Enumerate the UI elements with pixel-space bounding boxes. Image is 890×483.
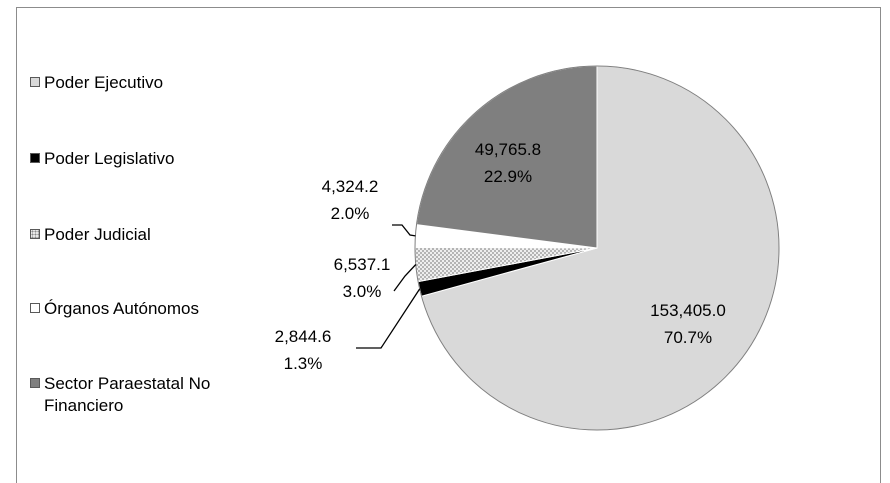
leader-line-poder-legislativo [356, 288, 421, 349]
data-label-value-organos-autonomos: 4,324.2 [322, 177, 379, 196]
legend-swatch-poder-legislativo [30, 153, 40, 163]
data-label-percent-sector-paraestatal: 22.9% [484, 167, 532, 186]
leader-line-poder-judicial [393, 264, 417, 292]
legend-label-organos-autonomos: Órganos Autónomos [44, 299, 199, 318]
legend-swatch-poder-ejecutivo [30, 77, 40, 87]
legend-item-poder-legislativo: Poder Legislativo [30, 148, 274, 170]
legend-swatch-sector-paraestatal [30, 378, 40, 388]
legend-item-poder-ejecutivo: Poder Ejecutivo [30, 72, 274, 94]
legend-item-poder-judicial: Poder Judicial [30, 224, 274, 246]
data-label-percent-poder-ejecutivo: 70.7% [664, 328, 712, 347]
legend-label-poder-judicial: Poder Judicial [44, 225, 151, 244]
data-label-percent-organos-autonomos: 2.0% [331, 204, 370, 223]
leader-line-organos-autonomos [392, 224, 416, 237]
legend-label-poder-legislativo: Poder Legislativo [44, 149, 175, 168]
data-label-percent-poder-judicial: 3.0% [343, 282, 382, 301]
data-label-value-poder-legislativo: 2,844.6 [275, 327, 332, 346]
legend-swatch-poder-judicial [30, 229, 40, 239]
legend-swatch-organos-autonomos [30, 303, 40, 313]
legend-item-sector-paraestatal: Sector Paraestatal No Financiero [30, 373, 274, 417]
data-label-percent-poder-legislativo: 1.3% [284, 354, 323, 373]
pie-outline [414, 65, 780, 431]
legend-label-poder-ejecutivo: Poder Ejecutivo [44, 73, 164, 92]
data-label-value-sector-paraestatal: 49,765.8 [475, 140, 541, 159]
legend-item-organos-autonomos: Órganos Autónomos [30, 298, 274, 320]
legend-label-sector-paraestatal: Sector Paraestatal No Financiero [44, 374, 211, 415]
data-label-value-poder-judicial: 6,537.1 [334, 255, 391, 274]
data-label-value-poder-ejecutivo: 153,405.0 [650, 301, 726, 320]
